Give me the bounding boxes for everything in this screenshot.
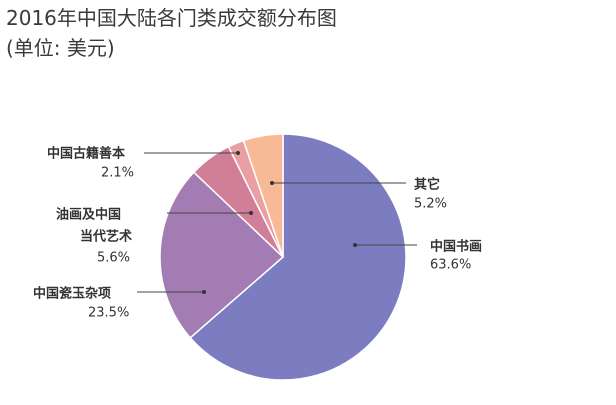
pie-slice [242, 133, 284, 258]
slice-value-label: 23.5% [88, 306, 129, 321]
slice-name-label: 油画及中国 [56, 207, 121, 223]
leader-dot [236, 151, 240, 155]
slice-name-label: 中国古籍善本 [47, 146, 125, 162]
slice-name-label: 中国书画 [430, 239, 482, 255]
slice-name-label: 其它 [414, 177, 440, 193]
slice-value-label: 2.1% [101, 166, 134, 181]
slice-value-label: 63.6% [430, 258, 471, 273]
chart-subtitle: (单位: 美元) [6, 36, 115, 60]
slice-name-label: 当代艺术 [80, 229, 132, 245]
slice-name-label: 中国瓷玉杂项 [33, 286, 111, 302]
leader-dot [249, 211, 253, 215]
pie-slice [159, 171, 285, 339]
leader-dot [202, 290, 206, 294]
pie-slice [189, 133, 407, 381]
pie-slices [159, 133, 407, 381]
leader-dot [270, 181, 274, 185]
slice-value-label: 5.2% [414, 197, 447, 212]
slice-value-label: 5.6% [97, 251, 130, 266]
leader-dot [353, 243, 357, 247]
chart-title: 2016年中国大陆各门类成交额分布图 [6, 6, 337, 30]
